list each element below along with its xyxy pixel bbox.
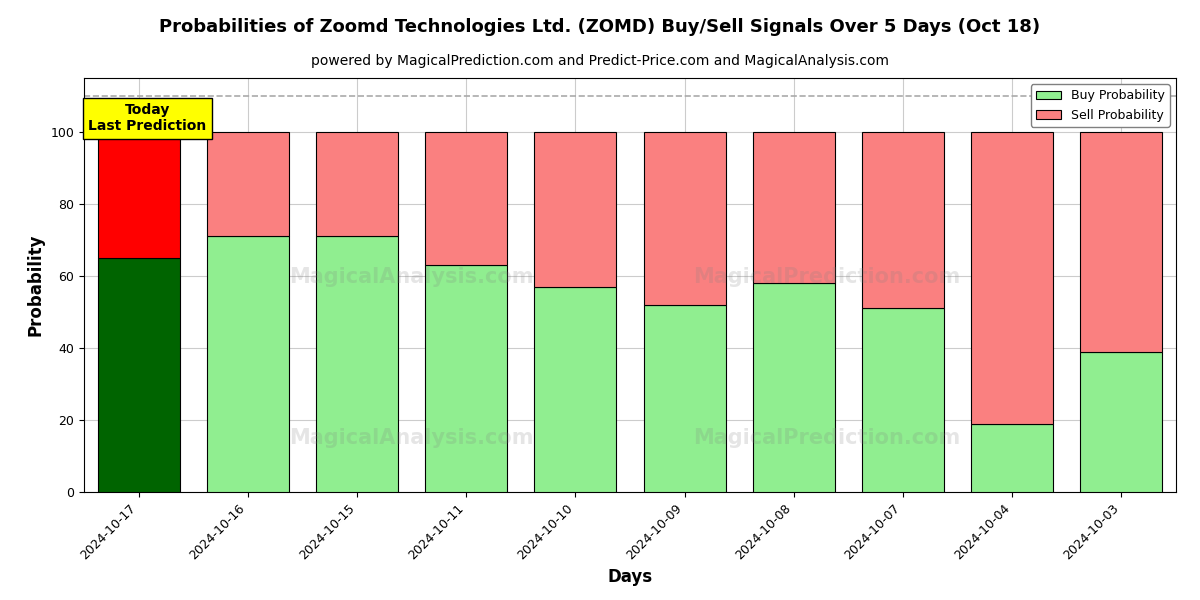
Text: MagicalAnalysis.com: MagicalAnalysis.com [289, 428, 534, 448]
Text: MagicalPrediction.com: MagicalPrediction.com [692, 428, 960, 448]
Text: MagicalAnalysis.com: MagicalAnalysis.com [289, 267, 534, 287]
Bar [971, 424, 1054, 492]
Bar [862, 132, 944, 308]
Legend: Buy Probability, Sell Probability: Buy Probability, Sell Probability [1031, 84, 1170, 127]
Bar [97, 258, 180, 492]
Bar [1080, 132, 1163, 352]
Text: MagicalPrediction.com: MagicalPrediction.com [692, 267, 960, 287]
Text: Probabilities of Zoomd Technologies Ltd. (ZOMD) Buy/Sell Signals Over 5 Days (Oc: Probabilities of Zoomd Technologies Ltd.… [160, 18, 1040, 36]
Bar [97, 132, 180, 258]
Bar [862, 308, 944, 492]
Bar [1080, 352, 1163, 492]
Bar [316, 132, 398, 236]
Text: Today
Last Prediction: Today Last Prediction [89, 103, 206, 133]
Text: powered by MagicalPrediction.com and Predict-Price.com and MagicalAnalysis.com: powered by MagicalPrediction.com and Pre… [311, 54, 889, 68]
Bar [316, 236, 398, 492]
Bar [971, 132, 1054, 424]
Bar [534, 132, 617, 287]
Bar [643, 132, 726, 305]
Bar [752, 132, 835, 283]
Bar [425, 265, 508, 492]
Y-axis label: Probability: Probability [26, 234, 44, 336]
Bar [752, 283, 835, 492]
Bar [206, 236, 289, 492]
Bar [643, 305, 726, 492]
Bar [534, 287, 617, 492]
Bar [206, 132, 289, 236]
X-axis label: Days: Days [607, 568, 653, 586]
Bar [425, 132, 508, 265]
